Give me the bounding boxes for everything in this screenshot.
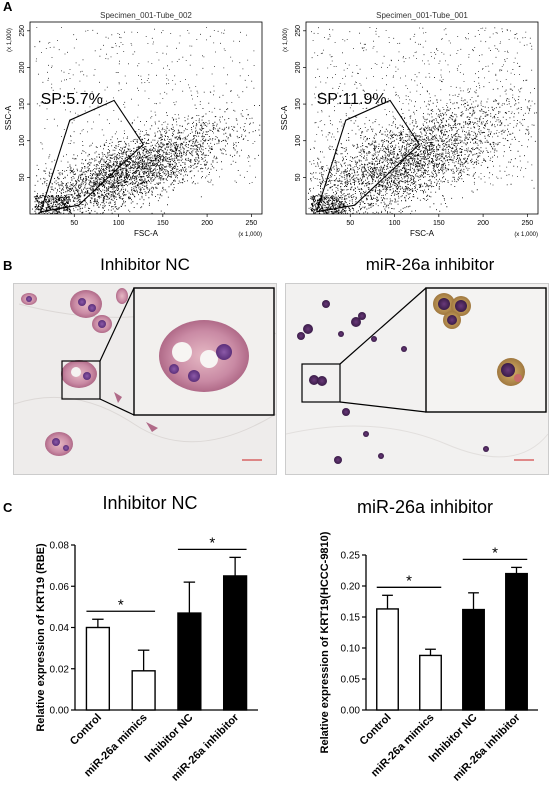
bar	[177, 612, 202, 711]
y-tick-label: 0.02	[50, 664, 70, 675]
bar	[85, 626, 111, 711]
gate-polygon	[316, 99, 421, 213]
y-tick-label: 100	[19, 135, 26, 147]
significance-star: *	[492, 544, 498, 561]
chart-title-mir26a-inhibitor: miR-26a inhibitor	[356, 497, 494, 517]
x-axis-label: FSC-A	[134, 229, 159, 238]
x-tick-label: 250	[522, 220, 534, 227]
y-tick-label: 0.08	[50, 541, 70, 552]
x-axis-scale: (x 1,000)	[238, 232, 262, 238]
y-tick-label: 100	[295, 135, 302, 147]
image-title-mir26a-inhibitor: miR-26a inhibitor	[365, 255, 495, 274]
x-tick-label: 100	[113, 220, 125, 227]
significance-star: *	[406, 572, 412, 589]
y-tick-label: 0.10	[341, 644, 361, 655]
significance-star: *	[118, 596, 124, 613]
y-axis-label: Relative expression of KRT19(HCCC-9810)	[319, 531, 331, 753]
y-tick-label: 0.15	[341, 613, 361, 624]
x-tick-label: 150	[433, 220, 445, 227]
sp-percent-label: SP:5.7%	[41, 91, 103, 108]
event-dots	[308, 27, 537, 215]
y-axis-scale: (x 1,000)	[283, 28, 289, 52]
y-tick-label: 0.06	[50, 582, 70, 593]
event-dots	[32, 27, 261, 215]
x-tick-label: 50	[70, 220, 78, 227]
cell-cluster	[297, 300, 489, 464]
y-tick-label: 0.25	[341, 551, 361, 562]
x-tick-label: 200	[477, 220, 489, 227]
bar	[462, 608, 485, 711]
y-tick-label: 50	[19, 173, 26, 181]
y-tick-label: 0.20	[341, 582, 361, 593]
bar-chart-hccc9810: 0.00 0.05 0.10 0.15 0.20 0.25 Relative express…	[319, 531, 538, 784]
bar	[505, 572, 528, 711]
y-tick-label: 250	[295, 25, 302, 37]
panel-letter-c: C	[3, 500, 13, 515]
bar	[131, 670, 156, 711]
image-title-inhibitor-nc: Inhibitor NC	[100, 255, 190, 274]
plot-frame	[29, 21, 263, 215]
gate-polygon	[40, 99, 145, 213]
bar	[419, 654, 442, 711]
x-tick-label: 150	[157, 220, 169, 227]
flow-specimen-title: Specimen_001-Tube_001	[376, 11, 468, 20]
y-tick-label: 0.05	[341, 675, 361, 686]
flow-plot-tube-001: Specimen_001-Tube_001 SP:11.9% 50 50 100 100 1…	[280, 11, 539, 238]
y-tick-label: 0.00	[50, 706, 70, 717]
x-tick-label: 50	[346, 220, 354, 227]
x-tick-label: 250	[246, 220, 258, 227]
x-tick-label: 100	[389, 220, 401, 227]
panel-letter-b: B	[3, 258, 13, 273]
y-tick-label: 200	[19, 61, 26, 73]
y-tick-label: 250	[19, 25, 26, 37]
y-tick-label: 50	[295, 173, 302, 181]
x-tick-label: 200	[201, 220, 213, 227]
y-axis-label: SSC-A	[4, 105, 13, 130]
x-axis-label: FSC-A	[410, 229, 435, 238]
y-tick-label: 150	[19, 98, 26, 110]
y-axis-label: SSC-A	[280, 105, 289, 130]
y-tick-label: 200	[295, 61, 302, 73]
bar	[376, 608, 399, 711]
y-axis-label: Relative expression of KRT19 (RBE)	[35, 543, 47, 732]
flow-specimen-title: Specimen_001-Tube_002	[100, 11, 192, 20]
bar	[222, 575, 248, 711]
flow-plot-tube-002: Specimen_001-Tube_002 SP:5.7% 50 50 100 100 15…	[4, 11, 263, 238]
category-label: Control	[357, 712, 393, 748]
significance-star: *	[209, 534, 215, 551]
chart-title-inhibitor-nc: Inhibitor NC	[102, 493, 198, 513]
y-tick-label: 150	[295, 98, 302, 110]
sp-percent-label: SP:11.9%	[317, 91, 387, 108]
x-axis-scale: (x 1,000)	[514, 232, 538, 238]
microscopy-image-mir26a-inhibitor	[285, 283, 549, 475]
y-tick-label: 0.00	[341, 706, 361, 717]
y-axis-scale: (x 1,000)	[7, 28, 13, 52]
y-tick-label: 0.04	[50, 623, 70, 634]
category-label: Control	[68, 712, 104, 748]
panel-letter-a: A	[3, 0, 13, 14]
plot-frame	[305, 21, 539, 215]
microscopy-image-inhibitor-nc	[13, 283, 277, 475]
